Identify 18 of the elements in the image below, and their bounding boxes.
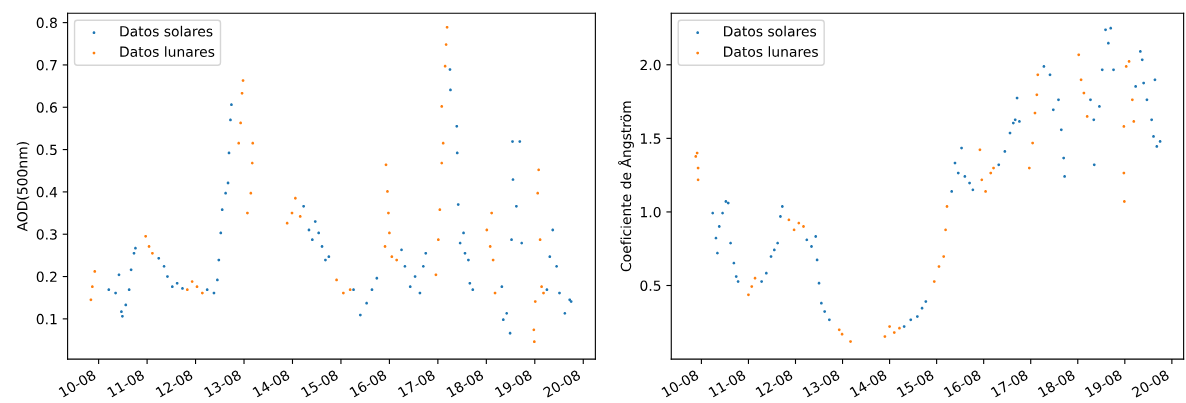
y-tick-label: 1.5: [640, 133, 661, 144]
y-tick-label: 0.3: [36, 229, 57, 240]
y-tick-label: 0.5: [36, 144, 57, 156]
y-tick-label: 0.4: [36, 186, 58, 198]
y-tick-label: 0.6: [36, 102, 58, 113]
y-axis-title: AOD(500nm): [16, 142, 30, 232]
legend-label: Datos lunares: [120, 46, 215, 57]
y-tick-label: 0.5: [640, 280, 661, 291]
y-tick-label: 0.2: [36, 271, 57, 283]
y-tick-label: 0.8: [36, 17, 57, 29]
y-axis-title: Coeficiente de Ångström: [618, 101, 634, 272]
legend-label: Datos solares: [724, 25, 817, 37]
y-tick-label: 0.7: [36, 59, 57, 71]
y-tick-label: 0.1: [36, 313, 57, 325]
y-tick-label: 1.0: [640, 206, 661, 218]
legend-label: Datos solares: [120, 25, 213, 37]
y-tick-label: 2.0: [640, 59, 661, 71]
legend-label: Datos lunares: [724, 46, 818, 57]
